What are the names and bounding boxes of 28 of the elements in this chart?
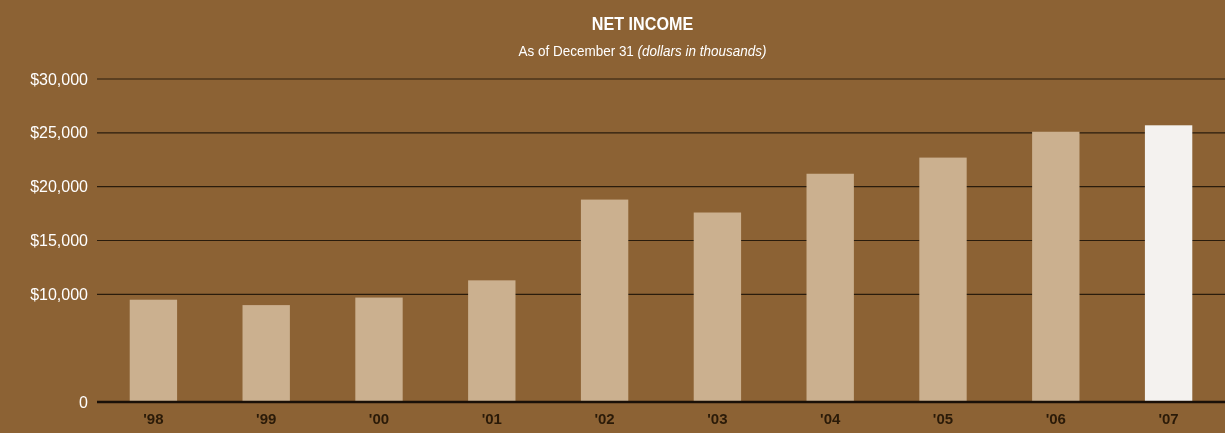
y-tick-label: $25,000 <box>30 124 89 142</box>
bar <box>468 280 516 402</box>
x-tick-label: '98 <box>143 410 164 427</box>
y-tick-label: $30,000 <box>30 70 89 88</box>
x-tick-label: '07 <box>1158 410 1179 427</box>
bar <box>1032 131 1080 402</box>
bar <box>580 199 629 402</box>
bar <box>355 297 403 402</box>
x-tick-label: '00 <box>368 410 390 427</box>
x-tick-label: '05 <box>932 410 954 427</box>
x-tick-label: '03 <box>707 410 728 427</box>
bar <box>693 212 742 402</box>
x-tick-label: '02 <box>594 410 615 427</box>
x-tick-label: '99 <box>256 410 277 427</box>
bar <box>919 157 967 402</box>
x-tick-label: '06 <box>1045 410 1066 427</box>
x-tick-label: '01 <box>481 410 502 427</box>
bar <box>806 173 854 402</box>
chart-subtitle: As of December 31 (dollars in thousands) <box>518 42 767 60</box>
bar <box>1144 125 1193 402</box>
y-tick-label: $15,000 <box>30 232 89 250</box>
y-tick-label: $10,000 <box>30 285 89 303</box>
y-tick-label: 0 <box>79 393 89 411</box>
y-tick-label: $20,000 <box>30 178 89 196</box>
bar <box>242 305 290 402</box>
bar <box>129 299 178 402</box>
x-tick-label: '04 <box>820 410 841 427</box>
chart-title: NET INCOME <box>591 12 694 35</box>
